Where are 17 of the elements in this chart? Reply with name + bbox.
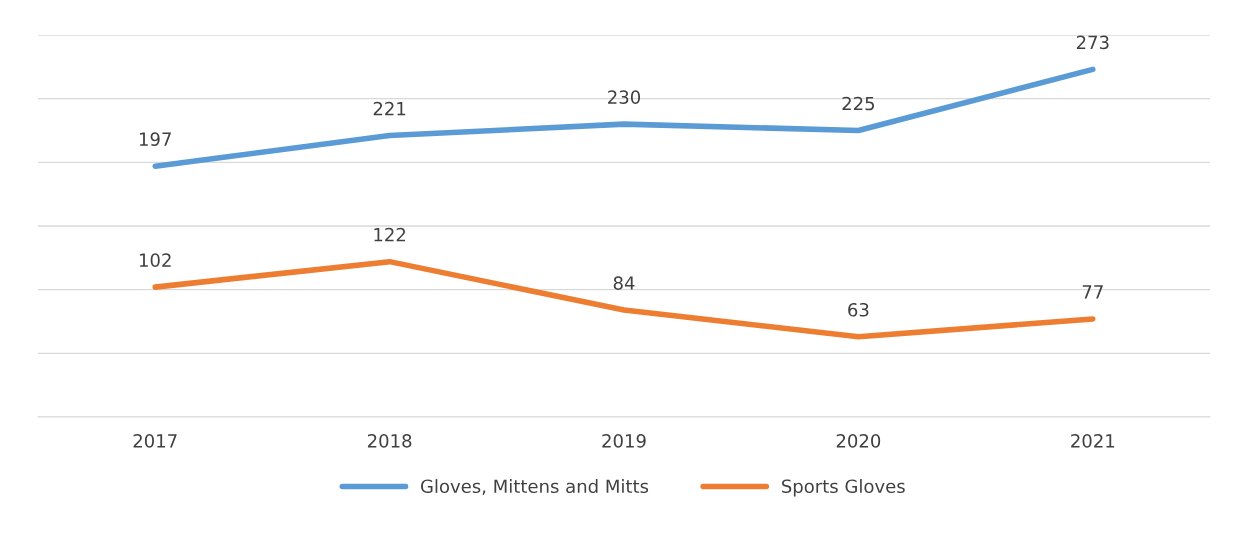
data-label: 225: [842, 96, 875, 111]
data-label: 273: [1076, 35, 1109, 50]
x-tick-label: 2018: [367, 433, 412, 448]
data-label: 122: [374, 227, 406, 242]
x-tick-label: 2017: [133, 433, 177, 448]
data-label: 77: [1082, 285, 1103, 299]
data-label: 221: [373, 101, 406, 116]
legend-label: Gloves, Mittens and Mitts: [420, 479, 649, 495]
x-tick-label: 2019: [602, 433, 646, 448]
data-label: 84: [613, 276, 635, 290]
data-label: 197: [139, 132, 171, 146]
data-label: 102: [139, 253, 171, 267]
legend-label: Sports Gloves: [782, 479, 905, 497]
x-tick-label: 2021: [1071, 433, 1115, 448]
data-label: 230: [608, 90, 641, 104]
data-label: 63: [848, 302, 869, 317]
x-tick-label: 2020: [836, 433, 881, 448]
